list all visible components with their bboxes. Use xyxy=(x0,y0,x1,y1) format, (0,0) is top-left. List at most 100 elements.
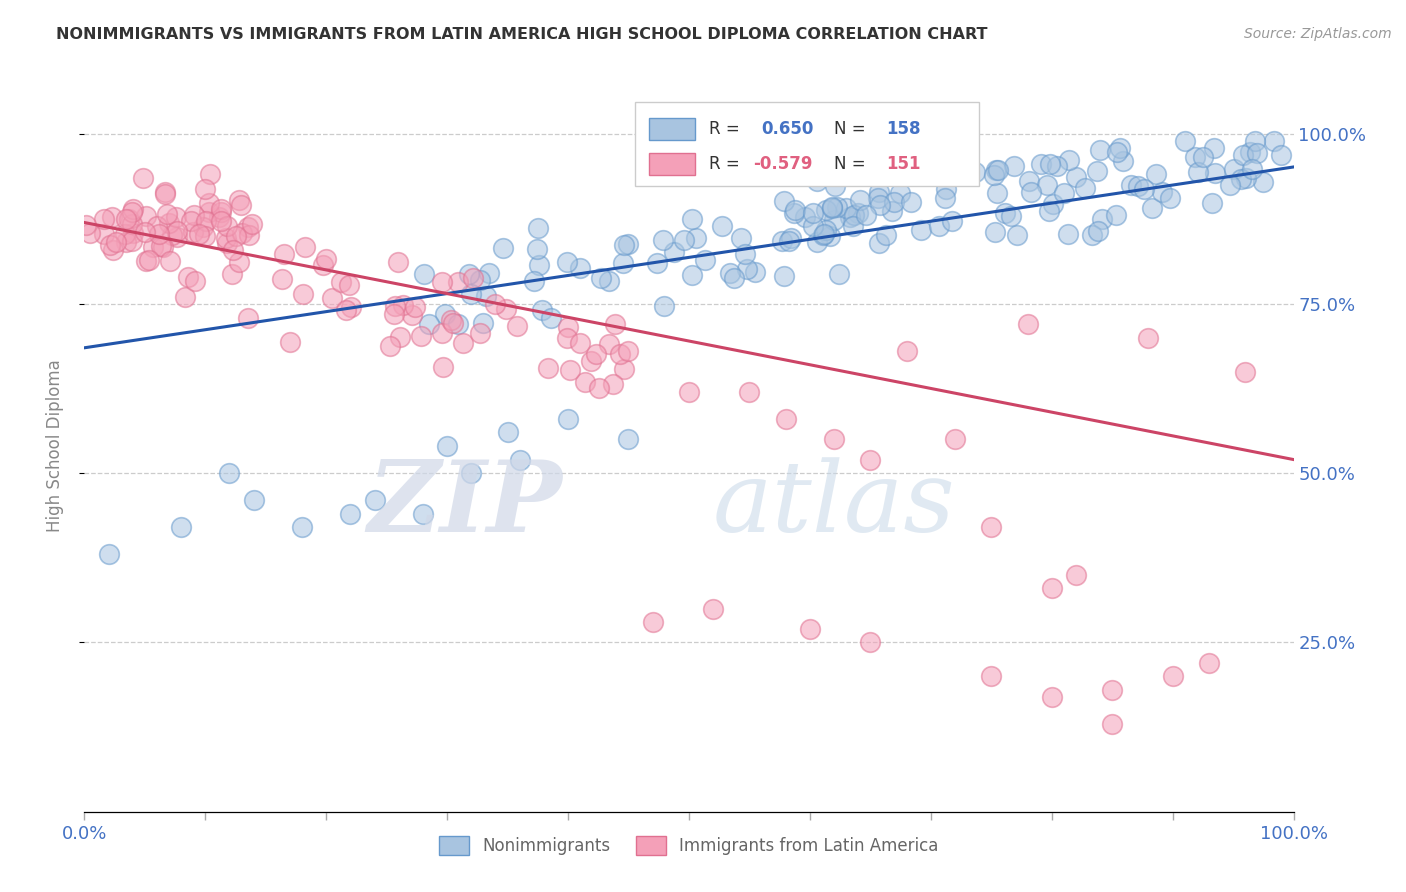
Point xyxy=(842,219,865,233)
Point xyxy=(198,195,221,210)
Point xyxy=(994,206,1017,220)
Text: Source: ZipAtlas.com: Source: ZipAtlas.com xyxy=(1244,27,1392,41)
Point xyxy=(160,228,183,243)
Point xyxy=(1142,201,1164,215)
Point xyxy=(558,363,581,377)
Point xyxy=(1007,227,1029,242)
Point xyxy=(180,214,202,228)
Point xyxy=(980,669,1002,683)
Point xyxy=(910,223,932,237)
Point xyxy=(391,298,413,312)
Point xyxy=(231,227,253,241)
Point xyxy=(121,217,143,231)
Text: -0.579: -0.579 xyxy=(754,155,813,173)
Point xyxy=(470,326,492,340)
Point xyxy=(101,244,124,258)
Point xyxy=(987,163,1010,178)
Point xyxy=(813,227,835,241)
Point xyxy=(859,635,882,649)
Point xyxy=(460,466,482,480)
Point xyxy=(785,203,807,218)
Point xyxy=(231,198,253,212)
Point xyxy=(1002,159,1025,173)
Point xyxy=(591,271,613,285)
Point xyxy=(121,205,143,219)
Point xyxy=(138,252,160,267)
Point xyxy=(242,493,264,508)
Text: R =: R = xyxy=(710,120,740,137)
Point xyxy=(1036,178,1059,193)
Point xyxy=(1133,182,1156,196)
Point xyxy=(1234,171,1257,186)
Point xyxy=(228,255,250,269)
Point xyxy=(121,202,143,217)
Point xyxy=(527,220,550,235)
Point xyxy=(827,267,849,281)
Point xyxy=(1090,143,1112,157)
Point xyxy=(983,168,1005,182)
Point xyxy=(228,193,250,207)
Point xyxy=(738,384,761,399)
Point xyxy=(773,194,796,208)
Point xyxy=(474,289,496,303)
Point xyxy=(236,310,259,325)
Point xyxy=(148,227,170,241)
Point xyxy=(451,336,474,351)
Point xyxy=(839,210,862,224)
Point xyxy=(849,194,872,208)
Point xyxy=(848,168,870,182)
Point xyxy=(194,214,217,228)
Point xyxy=(1081,227,1104,242)
Y-axis label: High School Diploma: High School Diploma xyxy=(45,359,63,533)
Point xyxy=(183,274,205,288)
Point xyxy=(294,240,316,254)
Point xyxy=(505,319,527,334)
Point xyxy=(681,268,703,282)
Point xyxy=(685,231,707,245)
Point xyxy=(855,208,877,222)
Point xyxy=(825,201,848,215)
Point xyxy=(492,241,515,255)
Point xyxy=(1219,178,1241,192)
Point xyxy=(117,211,139,226)
Point xyxy=(935,182,957,196)
Point xyxy=(198,167,221,181)
Point xyxy=(984,225,1007,239)
Point xyxy=(823,432,845,446)
Point xyxy=(842,208,865,222)
Point xyxy=(818,228,841,243)
Point xyxy=(225,228,247,243)
Point xyxy=(652,234,675,248)
Point xyxy=(194,228,217,243)
Point xyxy=(440,313,463,327)
Point xyxy=(441,316,464,330)
Point xyxy=(823,213,845,227)
Point xyxy=(1192,150,1215,164)
Point xyxy=(523,274,546,288)
Point xyxy=(114,227,136,241)
Text: N =: N = xyxy=(834,120,866,137)
Point xyxy=(221,267,243,281)
Point xyxy=(806,235,828,250)
Point xyxy=(104,235,127,249)
Point xyxy=(79,226,101,240)
Point xyxy=(142,240,165,254)
Point xyxy=(222,243,245,257)
Point xyxy=(613,361,636,376)
Point xyxy=(846,206,869,220)
Point xyxy=(1229,171,1251,186)
Point xyxy=(75,218,97,232)
Point xyxy=(146,219,169,233)
Point xyxy=(93,227,115,241)
Point xyxy=(1046,159,1069,173)
Point xyxy=(1091,212,1114,227)
Text: R =: R = xyxy=(710,155,740,173)
Point xyxy=(1105,208,1128,222)
Text: ZIP: ZIP xyxy=(367,457,562,553)
Point xyxy=(134,209,156,223)
Point xyxy=(1222,161,1244,176)
Point xyxy=(986,186,1008,200)
Point xyxy=(1270,148,1292,162)
Point xyxy=(187,227,209,241)
Point xyxy=(218,466,240,480)
